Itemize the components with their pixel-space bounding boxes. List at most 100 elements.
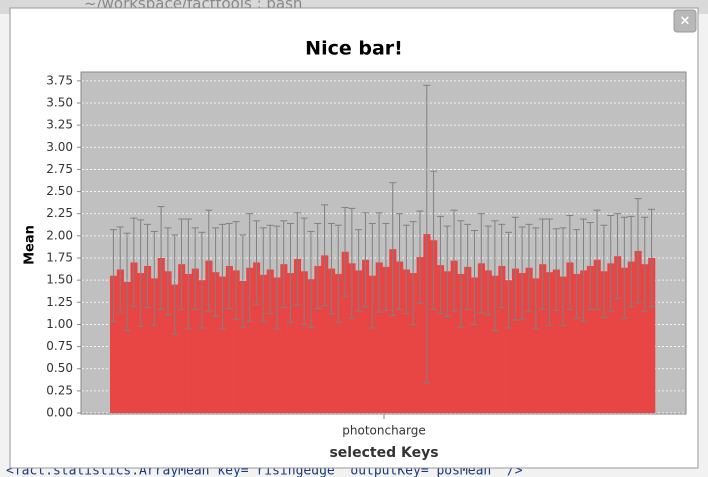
error-bar [648, 208, 656, 308]
error-bar [321, 204, 329, 307]
y-tick-label: 2.75 [46, 162, 73, 176]
bar [566, 262, 574, 413]
bar [457, 273, 465, 413]
error-bar [368, 222, 376, 329]
bar [641, 264, 649, 413]
bar [157, 258, 165, 413]
bar [137, 273, 145, 413]
error-bar [239, 234, 247, 328]
error-bar [327, 222, 335, 315]
bar [648, 258, 656, 413]
error-bar [355, 229, 363, 312]
error-bar [457, 220, 465, 328]
y-tick-label: 0.25 [46, 383, 73, 397]
bar [198, 280, 206, 413]
bar [443, 271, 451, 413]
error-bar [416, 210, 424, 304]
error-bar [600, 224, 608, 318]
error-bar [137, 219, 145, 327]
y-tick-label: 0.00 [46, 406, 73, 420]
y-tick-label: 1.25 [46, 295, 73, 309]
bar [382, 266, 390, 413]
bar [116, 269, 124, 413]
chart-title: Nice bar! [305, 38, 403, 60]
bar [491, 275, 499, 413]
y-tick-label: 1.50 [46, 273, 73, 287]
error-bar [143, 223, 151, 309]
bar [627, 261, 635, 413]
bar [368, 275, 376, 413]
bar [525, 267, 533, 413]
error-bar [300, 217, 308, 325]
error-bar [252, 220, 260, 305]
bar [437, 265, 445, 413]
error-bar [212, 227, 220, 317]
bar [498, 265, 506, 413]
bar [171, 284, 179, 413]
bar [232, 270, 240, 413]
bar [253, 262, 261, 413]
error-bar [539, 218, 547, 310]
bar [580, 270, 588, 413]
error-bar [620, 216, 628, 319]
y-tick-label: 3.00 [46, 140, 73, 154]
error-bar [450, 209, 458, 312]
bar [328, 268, 336, 413]
error-bar [641, 216, 649, 312]
bar [178, 264, 186, 413]
bar [477, 263, 485, 413]
bar [586, 265, 594, 413]
error-bar [532, 227, 540, 330]
bar [511, 268, 520, 413]
bar [205, 260, 213, 413]
error-bar [178, 218, 186, 310]
close-button[interactable] [673, 9, 697, 33]
error-bar [348, 207, 356, 319]
error-bar [164, 227, 172, 316]
bar [164, 271, 172, 413]
error-bar [273, 225, 281, 330]
error-bar [116, 226, 124, 313]
error-bar [614, 213, 622, 300]
error-bar [307, 230, 315, 328]
bar [314, 265, 322, 413]
error-bar [396, 213, 404, 310]
error-bar [423, 84, 431, 384]
bar [259, 274, 267, 413]
y-tick-label: 3.25 [46, 118, 73, 132]
error-bar [436, 215, 444, 315]
bar [464, 266, 472, 413]
error-bar [191, 227, 199, 310]
error-bar [266, 224, 274, 315]
error-bar [109, 229, 117, 323]
bar [518, 273, 526, 413]
error-bar [280, 220, 288, 309]
error-bar [375, 212, 383, 313]
error-bar [607, 214, 615, 312]
close-icon[interactable]: × [680, 14, 691, 29]
error-bar [130, 217, 138, 308]
bar [110, 275, 118, 413]
bar [293, 258, 302, 413]
error-bar [157, 206, 165, 310]
bar [402, 269, 411, 413]
error-bar [361, 212, 369, 308]
bar [321, 255, 329, 413]
error-bar [184, 218, 192, 330]
error-bar [484, 225, 492, 316]
error-bar [525, 223, 533, 312]
error-bar [627, 215, 635, 308]
bar [334, 273, 342, 413]
error-bar [464, 223, 472, 310]
bar [191, 268, 199, 413]
bar [144, 265, 152, 413]
error-bar [314, 222, 322, 309]
error-bar [341, 207, 349, 297]
bar [505, 280, 513, 413]
bar [287, 273, 295, 413]
error-bar [150, 230, 158, 326]
bar [225, 265, 233, 413]
bar [389, 249, 397, 413]
error-bar [545, 218, 553, 326]
bar [348, 263, 356, 413]
